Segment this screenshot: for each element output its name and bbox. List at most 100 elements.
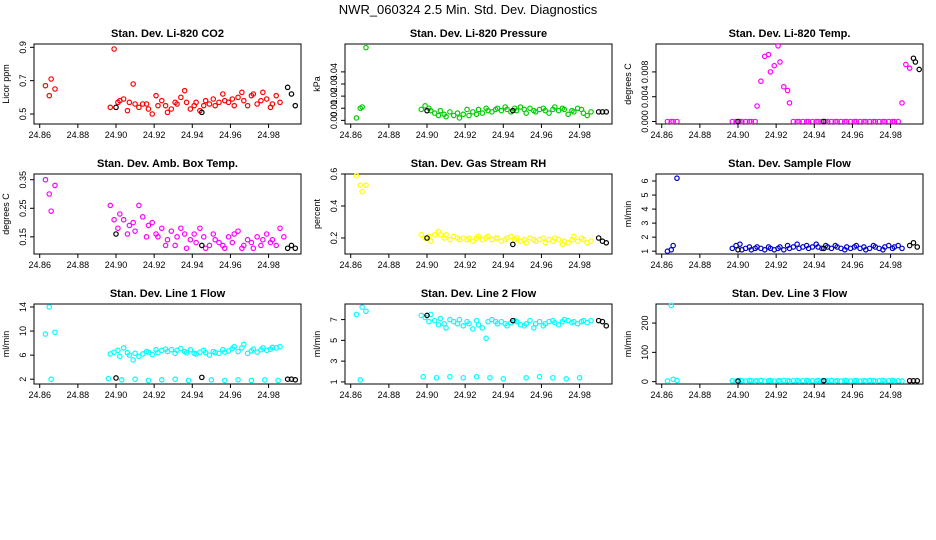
data-point — [206, 352, 213, 358]
data-point — [460, 323, 467, 329]
data-point — [118, 376, 125, 383]
reference-point — [510, 241, 516, 248]
x-tick-label: 24.94 — [181, 130, 204, 140]
data-point — [174, 101, 180, 107]
data-point — [231, 231, 238, 237]
data-point — [674, 377, 680, 384]
data-point — [580, 110, 587, 116]
data-point — [433, 374, 440, 381]
data-point — [435, 321, 442, 328]
x-tick-label: 24.88 — [67, 260, 90, 270]
data-point — [437, 107, 444, 114]
data-point — [168, 346, 175, 353]
reference-point — [510, 107, 516, 114]
reference-point — [113, 375, 119, 381]
data-point — [485, 233, 491, 240]
reference-point — [735, 118, 741, 125]
data-point — [906, 65, 913, 71]
x-tick-label: 24.88 — [689, 130, 712, 140]
data-point — [145, 377, 152, 384]
data-point — [145, 106, 152, 112]
data-point — [231, 102, 238, 109]
y-tick-label: 0.15 — [18, 228, 28, 246]
data-point — [193, 239, 199, 246]
y-tick-label: 2 — [640, 235, 650, 240]
data-point — [117, 353, 123, 360]
data-point — [422, 103, 428, 109]
data-point — [551, 104, 558, 110]
data-point — [130, 81, 136, 87]
x-tick-label: 24.96 — [219, 130, 242, 140]
y-tick-label: 0.35 — [18, 171, 28, 189]
data-point — [513, 235, 520, 241]
data-point — [456, 316, 463, 323]
data-point — [164, 236, 171, 243]
data-point — [588, 238, 594, 245]
reference-point — [735, 378, 741, 384]
data-point — [668, 302, 675, 309]
data-point — [674, 175, 680, 182]
data-point — [479, 325, 486, 331]
y-tick-label: 100 — [640, 345, 650, 360]
x-tick-label: 24.94 — [181, 260, 204, 270]
x-tick-label: 24.90 — [105, 260, 128, 270]
x-tick-label: 24.96 — [841, 130, 864, 140]
data-point — [363, 182, 369, 189]
data-point — [221, 377, 228, 384]
plot-frame — [33, 43, 302, 125]
data-point — [466, 112, 472, 119]
data-point — [248, 377, 255, 384]
data-point — [145, 222, 152, 229]
y-tick-label: 1 — [329, 379, 339, 384]
x-tick-label: 24.90 — [416, 390, 439, 400]
data-point — [172, 242, 178, 249]
data-point — [155, 102, 161, 109]
data-point — [546, 110, 552, 116]
reference-point — [906, 242, 913, 249]
data-point — [250, 245, 257, 252]
data-point — [48, 208, 54, 214]
x-tick-label: 24.98 — [879, 390, 902, 400]
data-point — [208, 376, 215, 383]
data-point — [139, 351, 146, 357]
plot-frame — [655, 43, 924, 125]
data-point — [158, 97, 165, 104]
data-point — [143, 234, 150, 240]
reference-point — [199, 242, 205, 249]
data-point — [263, 96, 270, 102]
data-point — [136, 202, 142, 209]
data-point — [487, 374, 493, 381]
y-tick-label: 0.02 — [329, 87, 339, 105]
x-tick-label: 24.86 — [339, 260, 362, 270]
panel-5: Stan. Dev. Gas Stream RH percent 24.86 24.8… — [312, 158, 613, 270]
data-point — [418, 106, 425, 113]
data-point — [899, 245, 905, 252]
data-point — [46, 92, 53, 99]
data-point — [889, 118, 896, 125]
data-point — [193, 99, 199, 106]
data-point — [758, 78, 764, 85]
data-point — [229, 239, 236, 246]
reference-point — [821, 118, 827, 125]
reference-point — [284, 84, 291, 91]
data-point — [504, 106, 510, 113]
data-point — [363, 44, 369, 51]
plot-frame — [655, 173, 924, 255]
x-tick-label: 24.92 — [454, 260, 477, 270]
x-tick-label: 24.86 — [339, 130, 362, 140]
data-point — [132, 228, 138, 234]
data-point — [899, 100, 905, 106]
reference-point — [199, 374, 205, 381]
data-point — [261, 376, 268, 383]
data-point — [52, 86, 58, 92]
x-tick-label: 24.94 — [181, 390, 204, 400]
data-point — [754, 103, 760, 109]
data-point — [248, 239, 255, 246]
data-point — [225, 348, 232, 354]
data-point — [473, 111, 480, 118]
data-point — [469, 326, 476, 332]
data-point — [48, 376, 54, 382]
data-point — [124, 107, 131, 114]
reference-point — [424, 107, 430, 114]
data-point — [737, 118, 743, 125]
